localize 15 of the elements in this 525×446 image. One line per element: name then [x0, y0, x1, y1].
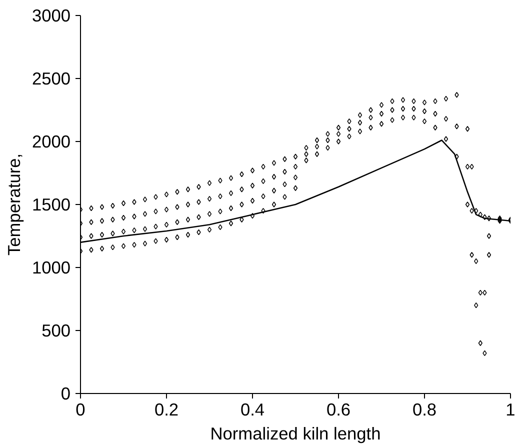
y-tick-label: 500	[42, 320, 71, 340]
y-tick-label: 2000	[32, 132, 71, 152]
y-tick-label: 1000	[32, 258, 71, 278]
y-tick-label: 2500	[32, 68, 71, 88]
x-tick-label: 0.8	[412, 400, 437, 420]
x-tick-label: 0.4	[240, 400, 265, 420]
y-tick-label: 3000	[32, 6, 71, 26]
x-tick-label: 0.6	[326, 400, 351, 420]
y-tick-label: 0	[60, 384, 71, 404]
y-axis-title: Temperature,	[4, 153, 24, 256]
x-tick-label: 0.2	[154, 400, 179, 420]
y-tick-label: 1500	[32, 194, 71, 214]
x-tick-label: 1	[506, 400, 516, 420]
x-axis-title: Normalized kiln length	[210, 424, 381, 444]
x-tick-label: 0	[76, 400, 86, 420]
